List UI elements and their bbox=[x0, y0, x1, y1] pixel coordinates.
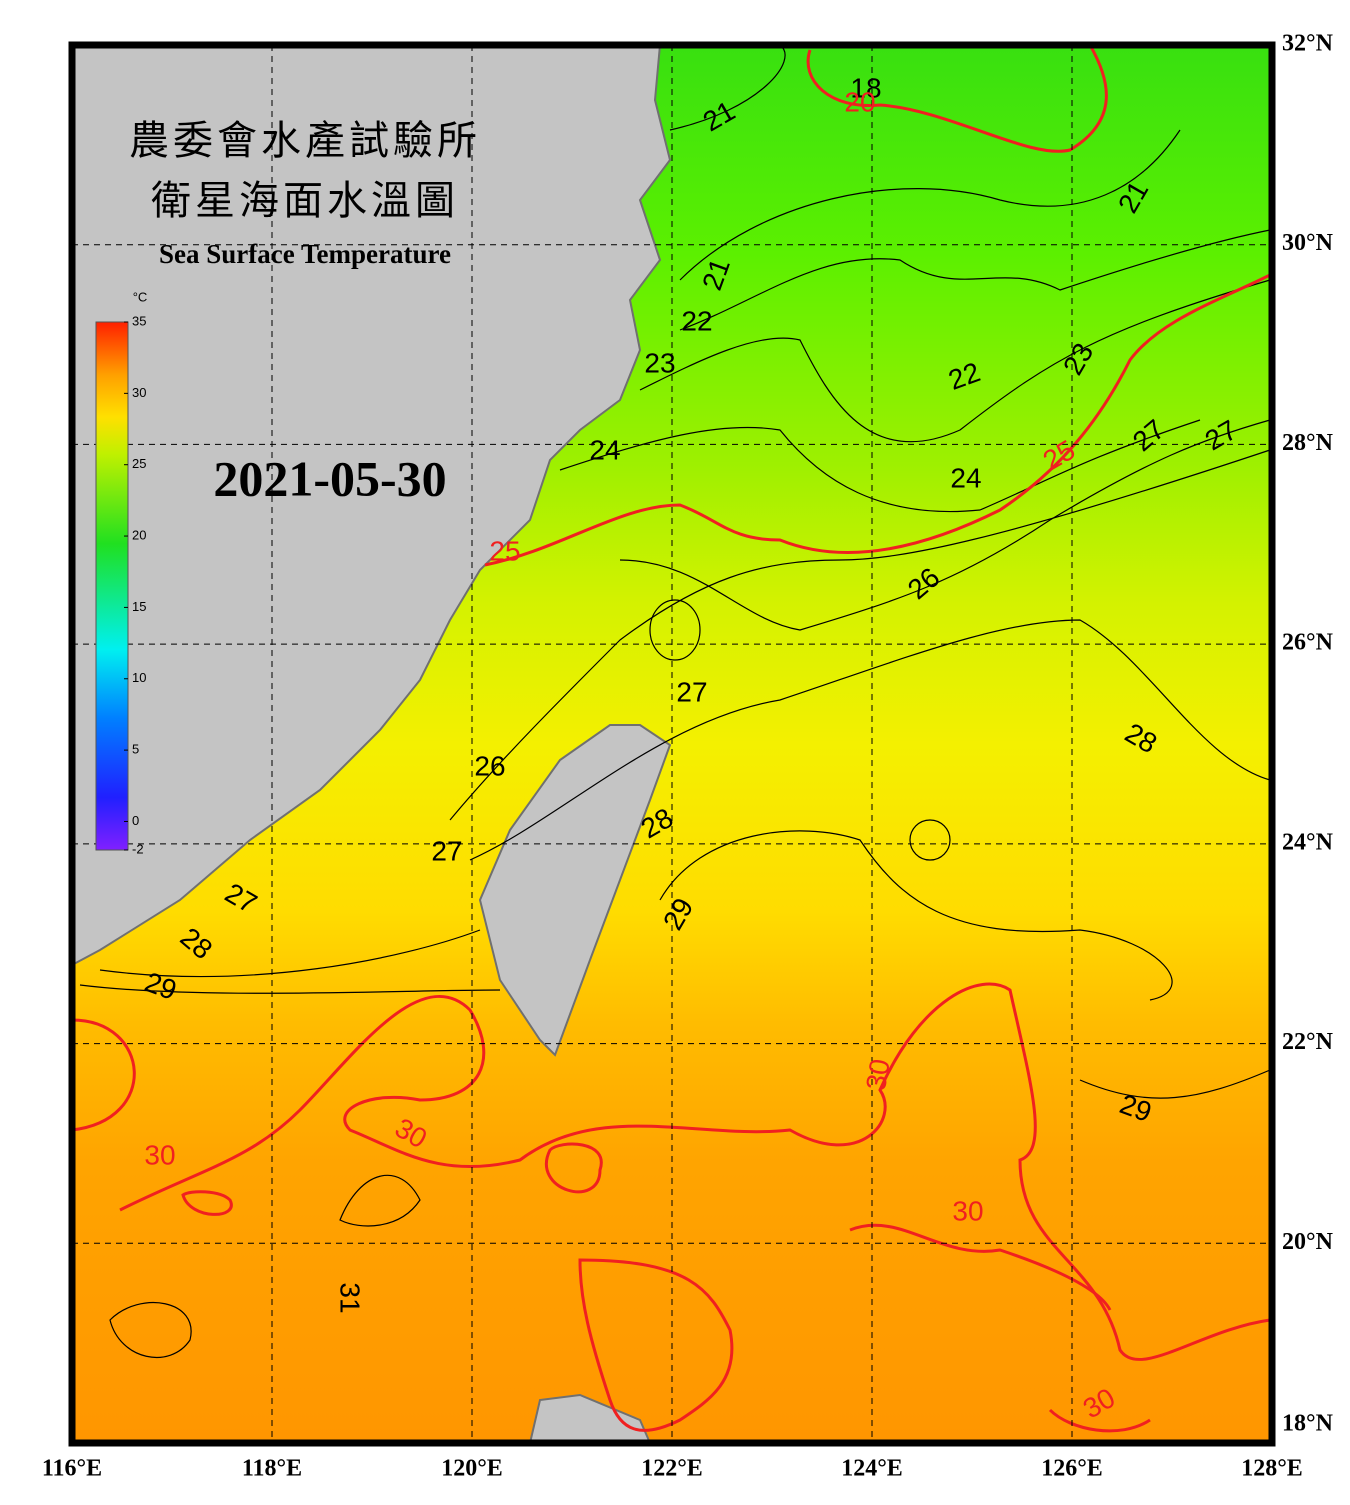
lat-tick-label: 32°N bbox=[1282, 31, 1334, 57]
subtitle: Sea Surface Temperature bbox=[159, 239, 451, 269]
lon-tick-label: 124°E bbox=[841, 1456, 903, 1482]
colorbar-tick-label: 35 bbox=[132, 313, 146, 328]
lon-tick-label: 126°E bbox=[1041, 1456, 1103, 1482]
contour-label: 23 bbox=[644, 347, 675, 378]
contour-label: 31 bbox=[335, 1282, 366, 1313]
lon-tick-label: 128°E bbox=[1241, 1456, 1303, 1482]
contour-label: 30 bbox=[860, 1057, 896, 1093]
lon-tick-label: 120°E bbox=[441, 1456, 503, 1482]
lon-tick-label: 116°E bbox=[42, 1456, 102, 1482]
title-line: 衛星海面水溫圖 bbox=[151, 178, 459, 223]
contour-label: 30 bbox=[144, 1139, 175, 1170]
isotherms bbox=[79, 44, 1271, 1358]
map-frame bbox=[68, 41, 1276, 1447]
colorbar-tick-label: 20 bbox=[132, 527, 146, 542]
contour-label: 30 bbox=[952, 1195, 983, 1226]
lat-tick-label: 30°N bbox=[1282, 230, 1334, 256]
lat-tick-label: 22°N bbox=[1282, 1029, 1334, 1055]
colorbar bbox=[95, 321, 129, 851]
colorbar-tick-label: 5 bbox=[132, 742, 139, 757]
colorbar-tick-label: 10 bbox=[132, 670, 146, 685]
date: 2021-05-30 bbox=[213, 450, 446, 506]
contour-label: 27 bbox=[431, 835, 462, 866]
contour-label: 18 bbox=[850, 72, 881, 103]
graticule bbox=[72, 45, 1272, 1443]
lat-tick-label: 26°N bbox=[1282, 630, 1334, 656]
contour-label: 26 bbox=[474, 750, 505, 781]
contour-label: 24 bbox=[589, 434, 620, 465]
contour-label: 27 bbox=[676, 676, 707, 707]
contour-label: 20 bbox=[844, 86, 875, 117]
contour-label: 22 bbox=[681, 305, 712, 336]
colorbar-tick-label: 0 bbox=[132, 813, 139, 828]
land bbox=[71, 44, 672, 1444]
title-line: 農委會水產試驗所 bbox=[129, 118, 481, 163]
lon-tick-label: 118°E bbox=[242, 1456, 302, 1482]
lat-tick-label: 28°N bbox=[1282, 430, 1334, 456]
lon-tick-label: 122°E bbox=[641, 1456, 703, 1482]
colorbar-unit: °C bbox=[133, 289, 148, 304]
contour-label: 24 bbox=[950, 462, 981, 493]
lat-tick-label: 20°N bbox=[1282, 1229, 1334, 1255]
contour-label: 25 bbox=[489, 535, 520, 566]
colorbar-tick-label: 15 bbox=[132, 599, 146, 614]
colorbar-tick-label: -2 bbox=[132, 841, 144, 856]
colorbar-tick-label: 25 bbox=[132, 456, 146, 471]
lat-tick-label: 18°N bbox=[1282, 1411, 1334, 1437]
colorbar-tick-label: 30 bbox=[132, 385, 146, 400]
isotherms-highlight bbox=[71, 44, 1271, 1433]
lat-tick-label: 24°N bbox=[1282, 829, 1334, 855]
